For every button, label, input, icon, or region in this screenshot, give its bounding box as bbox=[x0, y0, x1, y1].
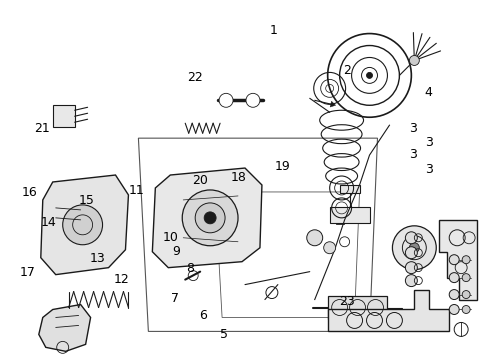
Polygon shape bbox=[39, 305, 90, 351]
Circle shape bbox=[405, 262, 416, 274]
Text: 16: 16 bbox=[21, 186, 37, 199]
Text: 12: 12 bbox=[114, 273, 129, 286]
Polygon shape bbox=[53, 105, 75, 127]
Circle shape bbox=[405, 247, 416, 259]
Circle shape bbox=[461, 274, 469, 282]
Text: 9: 9 bbox=[172, 245, 180, 258]
Polygon shape bbox=[329, 207, 369, 223]
Circle shape bbox=[461, 306, 469, 314]
Text: 14: 14 bbox=[41, 216, 57, 229]
Circle shape bbox=[392, 226, 435, 270]
Text: 6: 6 bbox=[199, 309, 206, 322]
Polygon shape bbox=[327, 289, 448, 332]
Text: 17: 17 bbox=[20, 266, 36, 279]
Text: 10: 10 bbox=[162, 231, 178, 244]
Text: 7: 7 bbox=[171, 292, 179, 305]
Text: 18: 18 bbox=[230, 171, 246, 184]
Text: 5: 5 bbox=[220, 328, 227, 341]
Polygon shape bbox=[438, 220, 476, 300]
Polygon shape bbox=[41, 175, 128, 275]
Circle shape bbox=[448, 305, 458, 315]
Circle shape bbox=[448, 289, 458, 300]
Text: 4: 4 bbox=[424, 86, 432, 99]
Polygon shape bbox=[335, 216, 343, 224]
Circle shape bbox=[408, 243, 419, 253]
Polygon shape bbox=[152, 168, 262, 268]
Circle shape bbox=[405, 275, 416, 287]
Text: 3: 3 bbox=[408, 122, 416, 135]
Circle shape bbox=[461, 291, 469, 298]
Circle shape bbox=[195, 203, 224, 233]
Text: 21: 21 bbox=[34, 122, 50, 135]
Text: 3: 3 bbox=[408, 148, 416, 161]
Circle shape bbox=[408, 55, 419, 66]
Text: 2: 2 bbox=[342, 64, 350, 77]
Circle shape bbox=[306, 230, 322, 246]
Text: 3: 3 bbox=[424, 136, 432, 149]
Polygon shape bbox=[339, 185, 359, 193]
Text: 20: 20 bbox=[191, 174, 207, 187]
Circle shape bbox=[219, 93, 233, 107]
Circle shape bbox=[448, 255, 458, 265]
Text: 22: 22 bbox=[186, 71, 202, 84]
Circle shape bbox=[405, 232, 416, 244]
Text: 8: 8 bbox=[185, 262, 194, 275]
Circle shape bbox=[62, 205, 102, 245]
Text: 3: 3 bbox=[424, 163, 432, 176]
Circle shape bbox=[203, 212, 216, 224]
Text: 15: 15 bbox=[78, 194, 94, 207]
Circle shape bbox=[245, 93, 260, 107]
Polygon shape bbox=[329, 101, 335, 107]
Circle shape bbox=[323, 242, 335, 254]
Text: 1: 1 bbox=[269, 24, 277, 37]
Polygon shape bbox=[327, 296, 386, 319]
Circle shape bbox=[461, 256, 469, 264]
Circle shape bbox=[182, 190, 238, 246]
Text: 11: 11 bbox=[128, 184, 144, 197]
Text: 13: 13 bbox=[89, 252, 105, 265]
Circle shape bbox=[448, 273, 458, 283]
Text: 23: 23 bbox=[338, 295, 354, 308]
Circle shape bbox=[366, 72, 372, 78]
Text: 19: 19 bbox=[274, 160, 290, 173]
